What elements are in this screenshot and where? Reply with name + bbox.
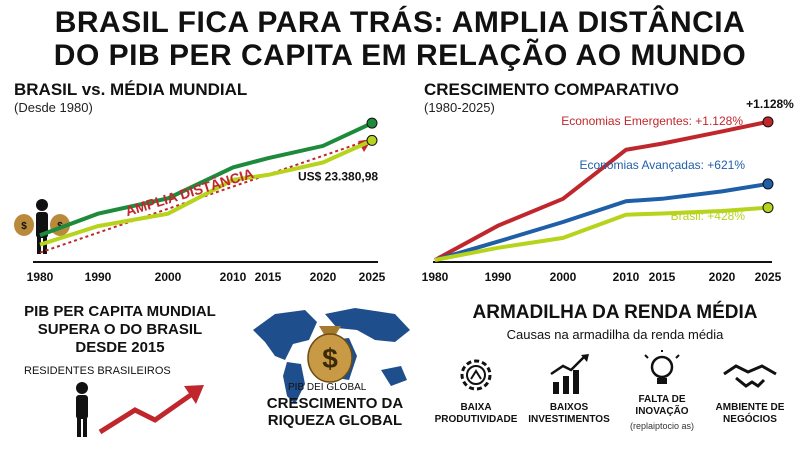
left-line-chart: $ $ US$ 26.188,94US$ 23.380,98 198019902… xyxy=(14,115,386,284)
x-tick-label: 1990 xyxy=(485,270,512,284)
residents-caption: RESIDENTES BRASILEIROS xyxy=(24,365,171,377)
series-line-0 xyxy=(434,119,769,262)
series-endpoint-0 xyxy=(366,117,378,129)
cause-business-environment: AMBIENTE DE NEGÓCIOS xyxy=(715,402,785,425)
middle-income-trap-title: ARMADILHA DA RENDA MÉDIA xyxy=(472,302,758,323)
series-endpoint-2 xyxy=(762,202,774,214)
person-rising-arrow-icon xyxy=(76,382,204,437)
left-panel-title: BRASIL vs. MÉDIA MUNDIAL xyxy=(14,80,248,99)
x-tick-label: 1980 xyxy=(422,270,449,284)
x-tick-label: 2010 xyxy=(613,270,640,284)
series-name-label-2: Brasil: +428% xyxy=(671,209,746,223)
x-tick-label: 2025 xyxy=(359,270,386,284)
lightbulb-icon xyxy=(644,350,680,384)
bottom-mid-line-2: RIQUEZA GLOBAL xyxy=(267,412,403,429)
bottom-left-line-1: PIB PER CAPITA MUNDIAL xyxy=(24,303,216,320)
main-title: BRASIL FICA PARA TRÁS: AMPLIA DISTÂNCIA … xyxy=(0,6,800,72)
cause-low-productivity: BAIXA PRODUTIVIDADE xyxy=(434,402,518,425)
x-tick-label: 1990 xyxy=(85,270,112,284)
x-tick-label: 1980 xyxy=(27,270,54,284)
bottom-mid-line-1: CRESCIMENTO DA xyxy=(266,395,404,412)
world-surpasses-brazil-text: PIB PER CAPITA MUNDIAL SUPERA O DO BRASI… xyxy=(0,303,240,357)
end-value-label-1: US$ 23.380,98 xyxy=(298,169,378,183)
series-line-1 xyxy=(39,138,373,247)
end-value-label-0: +1.128% xyxy=(746,97,794,111)
bottom-left-line-3: DESDE 2015 xyxy=(75,339,165,356)
cause-lack-of-innovation: FALTA DE INOVAÇÃO xyxy=(635,394,689,417)
series-line-2 xyxy=(434,205,769,262)
series-endpoint-1 xyxy=(762,178,774,190)
bottom-left-line-2: SUPERA O DO BRASIL xyxy=(37,321,203,338)
gear-icon xyxy=(460,359,492,391)
x-tick-label: 2015 xyxy=(255,270,282,284)
x-tick-label: 2010 xyxy=(220,270,247,284)
x-tick-label: 2000 xyxy=(550,270,577,284)
right-panel-title: CRESCIMENTO COMPARATIVO xyxy=(424,80,680,99)
x-tick-label: 2025 xyxy=(755,270,782,284)
middle-income-trap-subtitle: Causas na armadilha da renda média xyxy=(506,327,724,342)
money-bag-icon: $ xyxy=(307,326,353,383)
x-tick-label: 2015 xyxy=(649,270,676,284)
end-value-label-0: US$ 26.188,94 xyxy=(302,115,382,116)
x-tick-label: 2020 xyxy=(709,270,736,284)
series-endpoint-1 xyxy=(366,134,378,146)
global-wealth-growth-text: CRESCIMENTO DA RIQUEZA GLOBAL xyxy=(265,395,405,429)
title-line-1: BRASIL FICA PARA TRÁS: AMPLIA DISTÂNCIA xyxy=(54,6,746,39)
handshake-icon xyxy=(723,364,777,388)
svg-text:$: $ xyxy=(322,343,338,374)
right-line-chart: Economias Emergentes: +1.128%+1.128% Econ… xyxy=(422,97,795,284)
left-panel-subtitle: (Desde 1980) xyxy=(14,100,93,115)
svg-text:$: $ xyxy=(21,221,27,232)
cause-low-investment: BAIXOS INVESTIMENTOS xyxy=(528,402,610,425)
series-line-1 xyxy=(434,181,769,262)
x-tick-label: 2000 xyxy=(155,270,182,284)
x-tick-label: 2020 xyxy=(310,270,337,284)
global-gdp-label: PIB DEI GLOBAL xyxy=(288,382,367,393)
world-map-icon: $ xyxy=(253,308,410,404)
series-name-label-0: Economias Emergentes: +1.128% xyxy=(561,114,743,128)
title-line-2: DO PIB PER CAPITA EM RELAÇÃO AO MUNDO xyxy=(53,39,747,72)
series-line-0 xyxy=(39,121,373,238)
series-name-label-1: Economias Avançadas: +621% xyxy=(579,158,745,172)
widening-gap-annotation: AMPLIA DISTÂNCIA xyxy=(123,164,255,219)
right-panel-subtitle: (1980-2025) xyxy=(424,100,495,115)
series-endpoint-0 xyxy=(762,116,774,128)
bar-chart-icon xyxy=(550,354,589,394)
cause-innovation-note: (replaiptocio as) xyxy=(629,421,695,431)
